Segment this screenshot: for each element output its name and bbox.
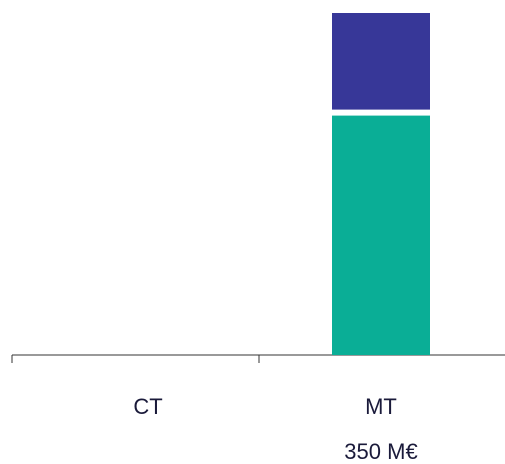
total-label: 350 M€: [344, 439, 417, 464]
x-tick-label: CT: [133, 394, 162, 419]
x-tick-label: MT: [365, 394, 397, 419]
bar-segment: [332, 115, 430, 355]
bar-segment: [332, 13, 430, 110]
